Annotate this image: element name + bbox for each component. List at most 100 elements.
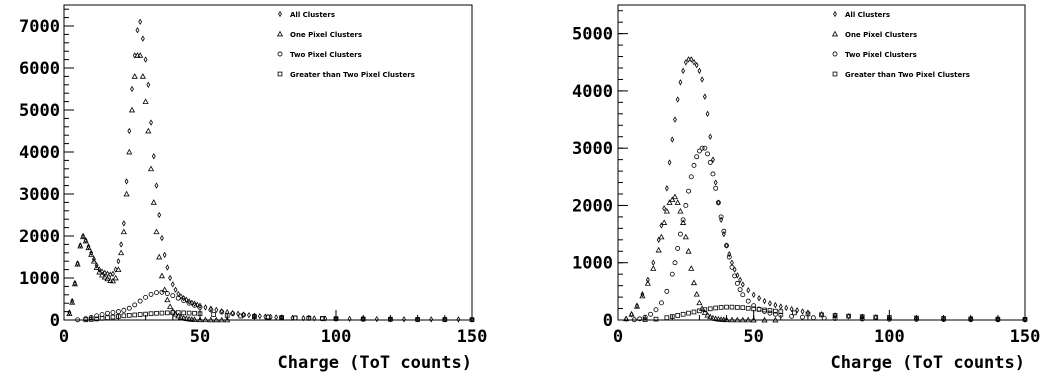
legend-label: Greater than Two Pixel Clusters — [845, 71, 970, 79]
data-point — [202, 316, 209, 323]
data-point — [112, 274, 119, 281]
legend-marker — [832, 71, 838, 77]
data-point — [705, 151, 710, 157]
data-point — [181, 310, 186, 316]
legend-marker — [277, 51, 283, 57]
data-point — [701, 309, 708, 315]
data-point — [653, 316, 659, 322]
data-point — [192, 310, 197, 316]
data-point — [727, 250, 732, 258]
data-point — [941, 316, 946, 321]
data-point — [105, 310, 110, 316]
data-point — [832, 313, 838, 318]
data-point — [374, 315, 379, 323]
data-point — [124, 178, 129, 185]
data-point — [402, 316, 406, 323]
data-point — [164, 291, 170, 296]
data-point — [735, 305, 740, 310]
data-point — [670, 136, 675, 143]
data-point — [167, 303, 174, 309]
data-point — [173, 286, 178, 293]
data-point — [694, 61, 699, 69]
data-point — [151, 153, 156, 160]
data-point — [819, 312, 824, 318]
data-point — [146, 81, 151, 88]
data-point — [672, 260, 678, 266]
data-point — [751, 306, 756, 312]
data-point — [116, 258, 121, 265]
data-point — [651, 259, 656, 266]
data-point — [176, 290, 181, 298]
data-point — [995, 316, 1001, 322]
data-point — [694, 154, 700, 160]
data-point — [126, 148, 133, 155]
data-point — [181, 294, 186, 302]
data-point — [778, 309, 784, 315]
data-point — [739, 316, 746, 323]
data-point — [153, 228, 160, 235]
data-point — [691, 309, 697, 315]
data-point — [224, 313, 230, 318]
data-point — [154, 310, 159, 316]
data-point — [713, 185, 719, 191]
data-point — [148, 291, 154, 297]
data-point — [224, 316, 231, 323]
data-point — [697, 308, 702, 314]
data-point — [110, 309, 116, 315]
data-point — [718, 305, 724, 310]
data-point — [745, 305, 751, 311]
data-point — [658, 300, 664, 306]
data-point — [642, 314, 648, 320]
data-point — [784, 304, 789, 312]
data-point — [713, 179, 718, 186]
legend-label: All Clusters — [290, 11, 335, 19]
data-point — [751, 303, 757, 309]
data-point — [119, 241, 124, 248]
data-point — [637, 316, 643, 322]
data-point — [160, 234, 164, 242]
data-point — [800, 308, 805, 315]
data-point — [631, 317, 637, 323]
data-point — [762, 308, 767, 314]
data-point — [675, 313, 681, 318]
data-point — [914, 315, 919, 321]
series-triangle — [66, 52, 231, 323]
data-point — [187, 298, 192, 305]
data-point — [105, 270, 110, 277]
data-point — [143, 311, 148, 317]
data-point — [143, 294, 149, 300]
data-point — [669, 271, 675, 277]
data-point — [165, 310, 170, 316]
legend-marker — [831, 30, 839, 37]
data-point — [713, 305, 719, 311]
data-point — [213, 316, 220, 323]
data-point — [67, 309, 72, 316]
data-point — [105, 315, 110, 321]
series-diamond — [67, 18, 474, 323]
data-point — [108, 271, 113, 278]
data-point — [677, 231, 683, 237]
data-point — [88, 251, 95, 257]
data-point — [680, 217, 686, 223]
data-point — [740, 292, 746, 298]
data-point — [99, 271, 106, 278]
data-point — [130, 85, 134, 93]
data-point — [181, 298, 187, 304]
data-point — [767, 308, 773, 313]
data-point — [74, 260, 81, 267]
data-point — [691, 162, 697, 168]
data-point — [700, 76, 705, 83]
y-tick-label: 5000 — [19, 101, 60, 121]
data-point — [778, 303, 783, 310]
data-point — [696, 299, 703, 306]
data-point — [138, 18, 143, 25]
data-point — [682, 233, 689, 240]
data-point — [162, 251, 167, 259]
y-tick-label: 1000 — [572, 254, 613, 274]
legend-label: One Pixel Clusters — [845, 31, 917, 39]
data-point — [170, 281, 175, 288]
data-point — [211, 312, 216, 317]
y-tick-label: 5000 — [572, 25, 613, 45]
series-square — [642, 304, 1028, 323]
